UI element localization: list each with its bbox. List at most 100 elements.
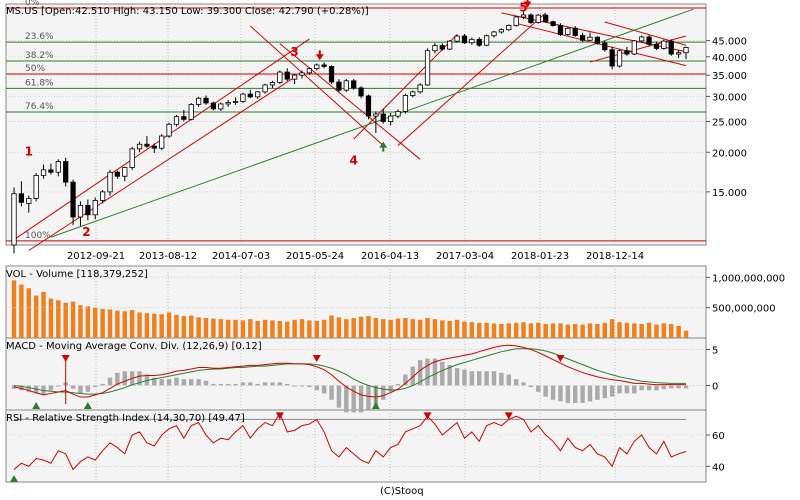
price-header: MS.US [Open:42.510 High: 43.150 Low: 39.… <box>6 6 369 17</box>
candle-body <box>550 21 556 26</box>
candle-body <box>513 16 519 26</box>
x-tick-label: 2018-01-23 <box>511 251 569 262</box>
rsi-line <box>13 411 687 471</box>
x-tick-label: 2016-04-13 <box>361 251 419 262</box>
fibonacci-level-label: 76.4% <box>25 102 54 112</box>
macd-histogram-bar <box>366 385 371 410</box>
trend-line <box>249 25 384 146</box>
candle-body <box>380 113 386 122</box>
macd-histogram-bar <box>174 377 179 386</box>
candle-body <box>306 68 312 74</box>
rsi-panel-title: RSI - Relative Strength Index (14,30,70)… <box>6 413 245 424</box>
volume-bar <box>351 317 356 338</box>
macd-histogram-bar <box>100 383 105 386</box>
volume-bar <box>314 321 319 338</box>
candle-body <box>387 115 394 122</box>
volume-bar <box>19 284 24 338</box>
volume-bar <box>159 314 164 338</box>
macd-histogram-bar <box>115 372 120 386</box>
volume-bar <box>166 312 172 338</box>
macd-histogram-bar <box>277 382 283 386</box>
volume-bar <box>432 319 438 338</box>
symbol-label: MS.US <box>6 6 38 17</box>
volume-bar <box>329 315 334 338</box>
trend-line <box>353 34 458 140</box>
macd-histogram-bar <box>107 377 113 386</box>
candle-body <box>166 123 172 137</box>
macd-histogram-bar <box>48 385 54 391</box>
macd-histogram-bar <box>262 382 268 386</box>
macd-histogram-bar <box>344 385 349 413</box>
candle-body <box>299 72 305 76</box>
volume-bar <box>307 320 312 338</box>
candle-body <box>336 81 342 91</box>
candle-body <box>580 35 586 41</box>
volume-bar <box>336 317 342 338</box>
macd-histogram-bar <box>646 385 652 391</box>
candle-body <box>225 102 231 105</box>
candle-body <box>210 102 217 110</box>
candle-body <box>188 104 194 120</box>
macd-panel-title: MACD - Moving Average Conv. Div. (12,26,… <box>6 341 262 352</box>
candle-body <box>424 50 431 86</box>
volume-bar <box>669 324 674 338</box>
volume-bar <box>277 321 283 338</box>
volume-bar <box>137 312 142 338</box>
volume-bar <box>558 323 563 338</box>
macd-histogram-bar <box>189 379 194 386</box>
macd-histogram-bar <box>152 377 157 386</box>
candle-body <box>18 193 25 203</box>
macd-histogram-bar <box>602 385 607 399</box>
candle-body <box>107 171 113 193</box>
macd-histogram-bar <box>233 383 238 386</box>
candle-body <box>159 135 165 149</box>
macd-histogram-bar <box>477 371 482 386</box>
macd-histogram-bar <box>469 371 475 386</box>
sell-signal-arrow <box>523 0 532 8</box>
volume-bar <box>654 324 659 338</box>
macd-histogram-bar <box>432 358 438 386</box>
volume-bar <box>262 319 268 338</box>
macd-histogram-bar <box>388 385 393 392</box>
wave-label: 2 <box>82 225 90 239</box>
macd-histogram-bar <box>403 374 408 386</box>
wave-label: 4 <box>350 153 358 167</box>
candle-body <box>291 74 298 80</box>
candle-body <box>395 111 401 117</box>
volume-bar <box>609 319 615 338</box>
candle-body <box>277 71 283 83</box>
volume-bar <box>395 318 401 338</box>
volume-bar <box>521 322 526 338</box>
open-value: 42.510 <box>75 6 110 17</box>
candle-body <box>173 116 180 125</box>
volume-bar <box>528 323 534 338</box>
macd-histogram-bar <box>285 383 290 386</box>
candle-body <box>136 143 143 150</box>
candle-body <box>26 198 32 204</box>
macd-histogram-bar <box>203 380 209 386</box>
candle-body <box>358 87 364 97</box>
volume-bar <box>211 318 216 338</box>
macd-histogram-bar <box>506 374 511 386</box>
y-tick-label: 5 <box>712 346 718 357</box>
y-tick-label: 1,000,000,000 <box>712 273 785 284</box>
candle-body <box>70 181 76 218</box>
candle-body <box>535 14 541 23</box>
volume-bar <box>48 298 54 338</box>
macd-histogram-bar <box>122 371 127 386</box>
volume-bar <box>573 324 578 338</box>
x-tick-label: 2017-03-04 <box>436 251 494 262</box>
volume-bar <box>403 317 408 338</box>
macd-buy-marker <box>32 402 41 409</box>
volume-bar <box>536 322 541 338</box>
candle-body <box>232 101 239 103</box>
candle-body <box>144 143 150 147</box>
candle-body <box>639 36 645 42</box>
candle-body <box>602 42 608 51</box>
macd-histogram-bar <box>381 385 386 400</box>
macd-histogram-bar <box>558 385 563 402</box>
rsi-buy-marker <box>10 475 18 482</box>
candle-body <box>661 40 667 49</box>
macd-histogram-bar <box>454 368 460 386</box>
volume-bar <box>11 280 17 338</box>
